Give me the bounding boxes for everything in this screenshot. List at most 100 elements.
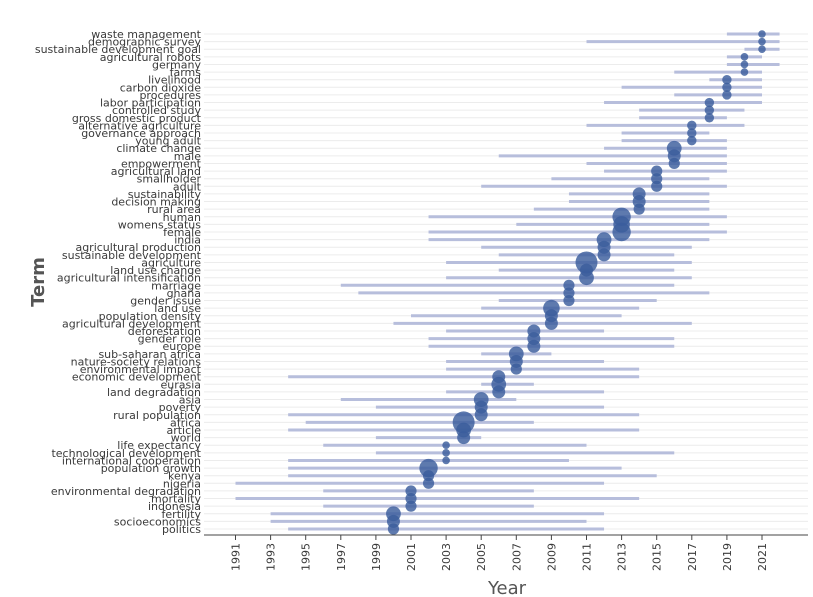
term-bubble [704,113,715,123]
term-label: governance approach [81,127,201,140]
term-bubble [722,82,732,93]
term-bubble [544,316,558,330]
term-label: asia [179,394,201,407]
term-label: sustainable development goal [35,43,201,56]
term-label: economic development [72,371,202,384]
x-axis-title: Year [487,578,527,597]
x-axis-ticks: 1991 1993 1995 1997 1999 2001 2003 2005 2007 2009… [230,535,769,571]
term-label: fertility [162,508,202,521]
term-label: world [171,432,201,445]
term-label: agricultural robots [100,51,202,64]
term-bubble [740,68,749,76]
term-label: labor participation [100,97,201,110]
grid-lines [204,33,808,530]
term-label: adult [173,180,202,193]
term-label: nigeria [163,477,201,490]
term-label: male [174,150,202,163]
term-label: demographic survey [88,36,201,49]
term-label: smallholder [137,173,202,186]
term-bubble [492,385,506,399]
term-label: gender role [138,333,202,346]
term-label: life expectancy [117,439,201,452]
term-label: rural population [113,409,201,422]
term-label: land use change [110,264,201,277]
x-tick-label: 1995 [300,543,313,571]
term-bubble [722,74,732,85]
term-label: human [163,211,201,224]
term-bubble [405,500,417,512]
term-bubble [758,45,766,54]
x-tick-label: 2021 [756,543,769,571]
term-label: land degradation [107,386,201,399]
term-bubble [597,248,611,262]
term-label: agricultural production [75,241,201,254]
term-label: indonesia [148,500,201,513]
y-axis-title: Term [28,257,49,307]
term-bubble [442,449,450,457]
term-bubble [758,37,766,46]
term-label: population growth [101,462,201,475]
x-tick-label: 2015 [651,543,664,571]
term-bubbles [386,30,766,535]
term-label: alternative agriculture [78,119,201,132]
x-tick-label: 1999 [370,543,383,571]
term-bubble [687,128,697,138]
x-tick-label: 2009 [545,543,558,571]
term-label: gross domestic product [72,112,202,125]
term-label: technological development [51,447,201,460]
x-tick-label: 2013 [616,543,629,571]
term-label: female [163,226,201,239]
term-bubble [704,97,715,108]
term-label: environmental degradation [51,485,201,498]
x-tick-label: 2001 [405,543,418,571]
term-label: decision making [111,196,201,209]
term-bubble [579,270,594,286]
term-label: young adult [135,135,201,148]
term-label: mortality [151,493,201,506]
term-bubble [687,135,697,146]
term-label: politics [162,523,201,536]
x-tick-label: 2003 [440,543,453,571]
x-tick-label: 2011 [581,543,594,571]
term-label: controlled study [112,104,201,117]
term-bubble [387,523,400,535]
term-label: rural area [147,203,201,216]
term-label: international cooperation [62,454,201,467]
term-label: africa [170,416,201,429]
term-label: ghana [167,287,201,300]
term-label: agricultural development [62,317,202,330]
x-tick-label: 1993 [265,543,278,571]
term-bubble [704,105,715,115]
x-tick-label: 2017 [686,543,699,571]
term-label: climate change [116,142,201,155]
term-label: eurasia [160,378,201,391]
term-label: waste management [91,28,201,41]
term-bubble [563,294,575,307]
term-bubble [527,339,541,353]
term-label: germany [152,58,202,71]
term-label: india [174,234,201,247]
term-label: land use [154,302,201,315]
term-label: sub-saharan africa [98,348,201,361]
x-tick-label: 1997 [335,543,348,571]
term-bubble [442,441,450,450]
term-label: environmental impact [80,363,202,376]
x-tick-label: 1991 [230,543,243,571]
term-bubble [457,431,471,445]
term-label: deforestation [128,325,201,338]
term-ranges [235,32,780,531]
term-label: gender issue [130,295,201,308]
term-bubble [422,477,435,489]
term-bubble [758,30,766,38]
term-bubble [740,60,749,69]
term-bubble [651,180,663,192]
term-label: population density [99,310,202,323]
term-bubble [668,157,680,170]
term-label: carbon dioxide [120,81,201,94]
term-bubble [612,222,631,242]
term-label: farms [170,66,202,79]
term-bubble [510,363,522,375]
term-label: socioeconomics [114,515,201,528]
term-bubble [687,120,697,131]
